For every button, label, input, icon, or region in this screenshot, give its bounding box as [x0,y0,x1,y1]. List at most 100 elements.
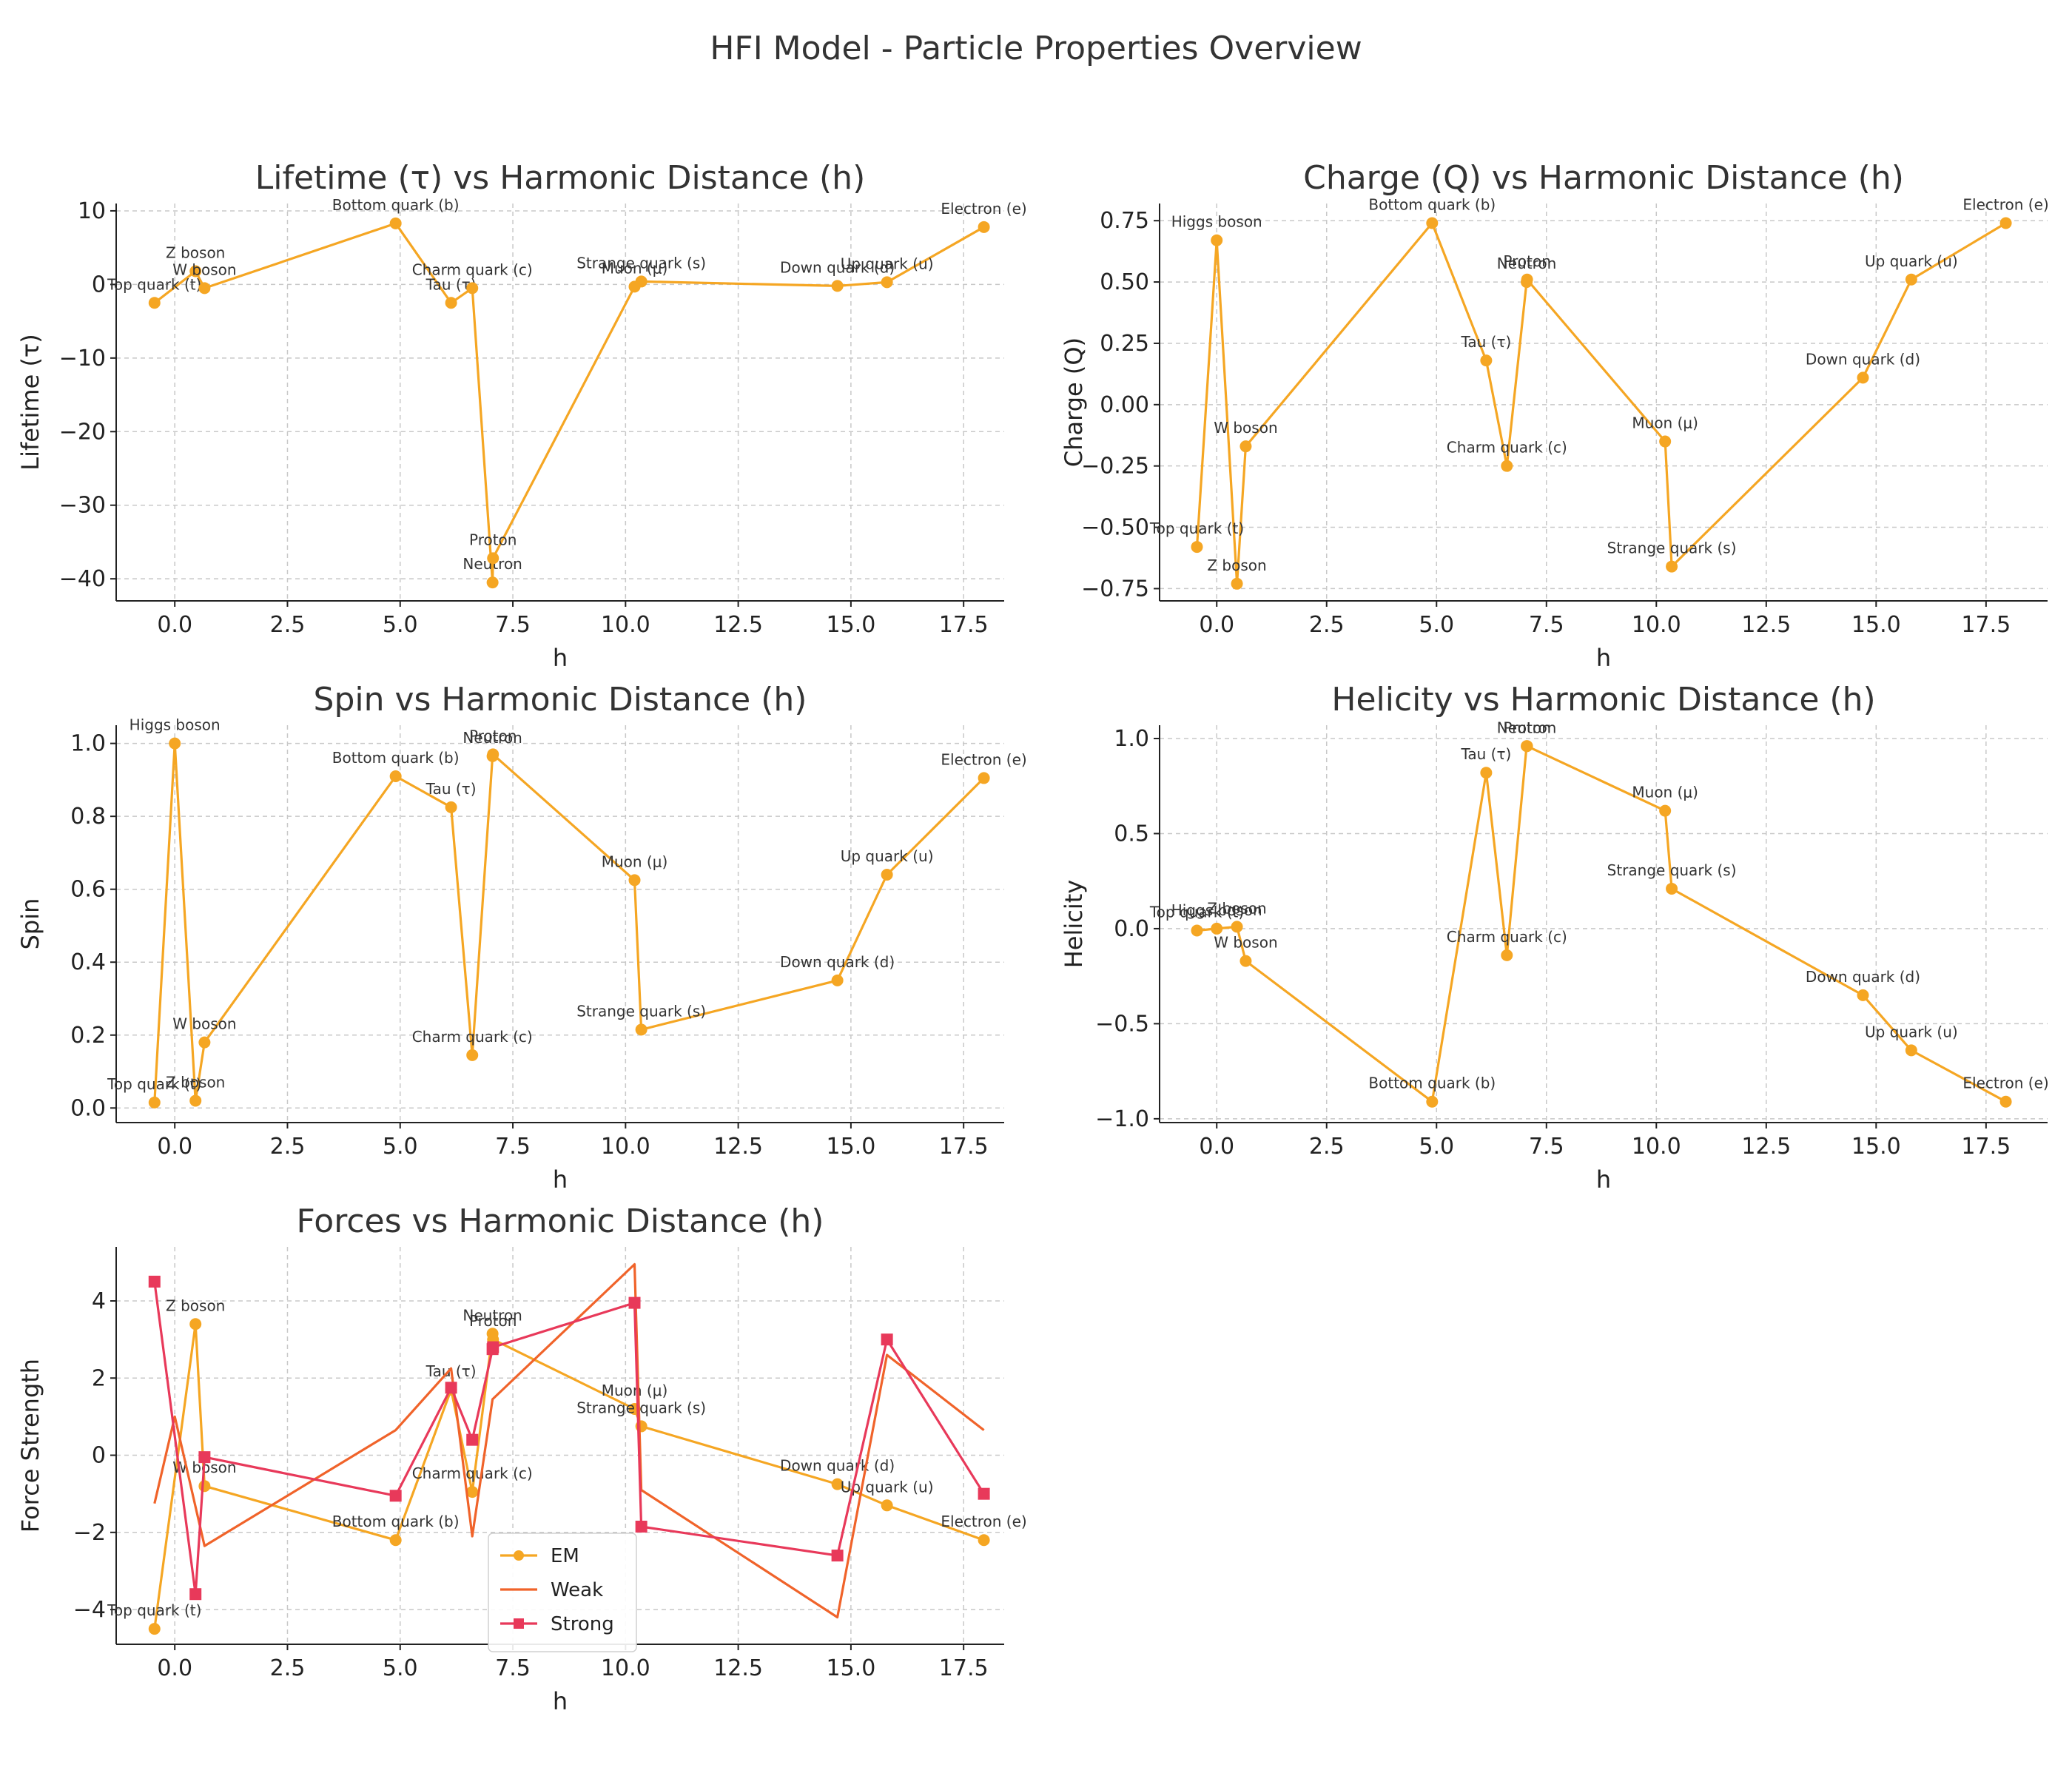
helicity-x-tick-label: 15.0 [1851,1134,1901,1160]
forces-point-em [148,1623,161,1635]
charge-y-label: Charge (Q) [1060,337,1088,467]
forces-x-label: h [553,1687,568,1715]
spin-x-tick-label: 5.0 [383,1134,418,1160]
helicity-point-em [1191,924,1203,937]
spin-point-em [635,1023,648,1036]
charge-series-line-em [1195,221,2007,585]
helicity-series-line-em [1197,744,2007,1103]
forces-point-strong [831,1550,844,1562]
helicity-point-label: Tau (τ) [1460,745,1511,763]
forces-legend-box [488,1533,637,1652]
helicity-point-em [1426,1095,1439,1108]
helicity-point-label: Muon (μ) [1632,784,1698,801]
charge-y-tick-label: 0.00 [1100,392,1149,418]
spin-point-label: Strange quark (s) [576,1002,706,1020]
forces-x-tick-label: 2.5 [270,1655,306,1681]
spin-point-em [389,770,402,782]
forces-point-strong [445,1382,457,1394]
charge-y-tick-label: −0.50 [1081,515,1149,541]
helicity-point-label: Bottom quark (b) [1368,1074,1496,1092]
helicity-point-em [1231,921,1243,933]
forces-y-label: Force Strength [16,1359,44,1533]
spin-y-tick-label: 0.4 [70,949,106,975]
lifetime-y-tick-label: −30 [59,493,106,519]
helicity-point-label: Proton [1503,719,1550,736]
spin-x-tick-label: 7.5 [495,1134,531,1160]
forces-point-label: Top quark (t) [107,1601,201,1619]
lifetime-y-tick-label: −40 [59,566,106,592]
forces-legend-marker-em [514,1550,524,1561]
helicity-point-label: Charm quark (c) [1447,928,1567,946]
spin-point-label: Charm quark (c) [412,1028,533,1046]
helicity-point-label: Up quark (u) [1865,1023,1958,1040]
charge-x-tick-label: 5.0 [1419,612,1454,638]
charge-point-em [1231,577,1243,590]
lifetime-point-em [445,297,457,309]
forces-x-tick-label: 10.0 [601,1655,650,1681]
helicity-point-label: Higgs boson [1171,901,1262,919]
lifetime-x-tick-label: 7.5 [495,612,531,638]
spin-point-label: Tau (τ) [426,780,477,798]
forces-title: Forces vs Harmonic Distance (h) [297,1202,824,1240]
forces-x-tick-label: 15.0 [826,1655,875,1681]
helicity-point-em [1211,922,1223,935]
forces-point-label: Bottom quark (b) [332,1513,460,1530]
chart-charge: 0.0 2.5 5.0 7.5 10.0 12.5 15.0 17.5 −0.75 −0.50 −0… [1060,159,2049,672]
lifetime-point-em [881,276,893,289]
spin-point-label: Electron (e) [941,750,1026,768]
spin-point-em [189,1094,202,1107]
lifetime-point-em [635,275,648,288]
spin-point-label: Proton [469,727,517,744]
helicity-y-tick-label: 0.0 [1114,916,1149,942]
charge-point-label: Strange quark (s) [1607,539,1737,557]
helicity-y-label: Helicity [1060,880,1088,969]
helicity-title: Helicity vs Harmonic Distance (h) [1331,681,1875,719]
forces-y-tick-label: 0 [92,1443,106,1469]
lifetime-point-label: Bottom quark (b) [332,196,460,214]
helicity-y-tick-label: 0.5 [1114,821,1149,847]
charge-point-em [1905,273,1917,286]
forces-point-em [466,1486,479,1498]
charge-point-label: Neutron [1497,255,1556,272]
lifetime-point-em [198,282,211,295]
spin-series-line-em [153,741,985,1103]
lifetime-x-tick-label: 2.5 [270,612,306,638]
lifetime-point-em [978,221,990,233]
lifetime-x-tick-label: 10.0 [601,612,650,638]
spin-y-tick-label: 0.0 [70,1095,106,1121]
forces-point-label: Charm quark (c) [412,1464,533,1482]
forces-point-strong [881,1333,893,1346]
forces-point-label: Strange quark (s) [576,1399,706,1416]
spin-y-tick-label: 0.2 [70,1023,106,1049]
forces-point-em [881,1499,893,1512]
helicity-x-tick-label: 17.5 [1961,1134,2011,1160]
spin-y-tick-label: 0.6 [70,877,106,903]
helicity-x-tick-label: 2.5 [1309,1134,1345,1160]
forces-point-strong [635,1520,648,1533]
spin-point-label: Bottom quark (b) [332,749,460,767]
charge-x-tick-label: 0.0 [1199,612,1234,638]
spin-x-tick-label: 15.0 [826,1134,875,1160]
forces-x-tick-label: 5.0 [383,1655,418,1681]
spin-point-label: Top quark (t) [107,1075,201,1093]
forces-point-em [198,1480,211,1493]
spin-point-label: Z boson [166,1073,225,1091]
helicity-point-em [1659,804,1672,817]
charge-y-tick-label: 0.25 [1100,331,1149,357]
lifetime-x-tick-label: 15.0 [826,612,875,638]
forces-point-label: Z boson [166,1296,225,1314]
charge-point-em [1666,560,1678,573]
lifetime-point-label: W boson [172,260,236,278]
charge-point-label: Proton [1503,252,1550,270]
figure-title: HFI Model - Particle Properties Overview [710,30,1362,67]
helicity-x-tick-label: 5.0 [1419,1134,1454,1160]
helicity-point-label: Neutron [1497,719,1556,736]
helicity-x-tick-label: 12.5 [1741,1134,1791,1160]
lifetime-x-tick-label: 12.5 [713,612,763,638]
spin-point-em [466,1049,479,1061]
charge-point-label: Higgs boson [1171,213,1262,231]
charge-title: Charge (Q) vs Harmonic Distance (h) [1303,159,1904,197]
forces-point-strong [628,1296,641,1309]
helicity-x-label: h [1596,1166,1611,1194]
